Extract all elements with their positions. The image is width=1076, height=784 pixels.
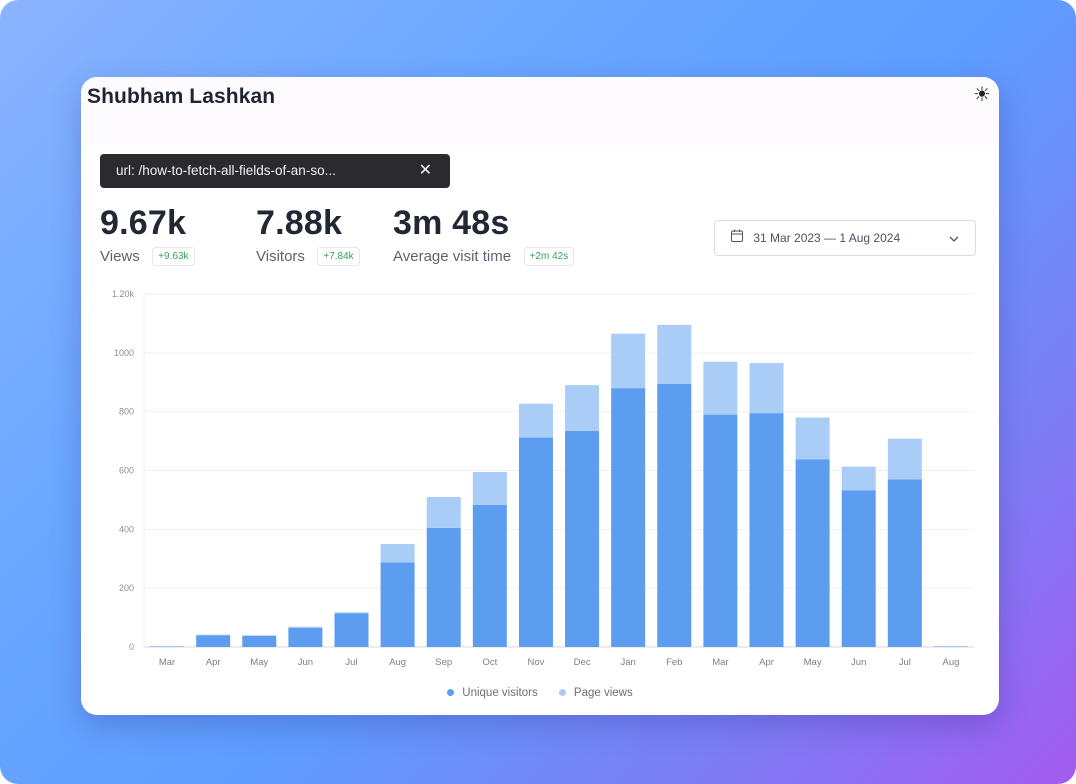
y-tick-label: 400 [119,524,134,534]
visitors-bar-chart: 0 200 400 600 800 1000 1.20k Mar Apr May Jun Jul Aug… [112,289,974,668]
bar-unique-visitors [795,459,830,647]
url-filter-chip[interactable]: url: /how-to-fetch-all-fields-of-an-so..… [100,154,450,188]
y-tick-label: 0 [129,642,134,652]
bar-unique-visitors [841,490,876,647]
bar-page-views [703,361,738,415]
bar-unique-visitors [426,527,461,647]
bar-page-views [749,363,784,414]
bar-unique-visitors [518,437,553,647]
x-tick-label: Apr [206,657,221,668]
legend-item-unique[interactable]: Unique visitors [447,687,538,699]
x-tick-label: Jun [298,657,313,668]
bar-unique-visitors [933,646,968,647]
stat-value: 9.67k [100,204,187,242]
stat-visitors: 7.88k Visitors +7.84k [256,203,360,266]
bar-unique-visitors [242,635,277,647]
bar-page-views [334,612,369,614]
bar-page-views [611,333,646,389]
x-tick-label: Feb [666,657,682,668]
calendar-icon [731,221,744,255]
y-tick-label: 800 [119,407,134,417]
chart-legend: Unique visitors Page views [81,687,999,699]
y-tick-label: 600 [119,466,134,476]
x-tick-label: Apr [759,657,774,668]
bar-page-views [242,635,277,636]
bar-unique-visitors [887,479,922,647]
x-tick-label: Dec [574,657,591,668]
stat-value: 3m 48s [393,204,510,242]
bar-page-views [887,438,922,480]
sun-icon[interactable]: ☀ [973,84,991,106]
stat-delta-badge: +2m 42s [523,247,575,266]
x-tick-label: Sep [435,657,452,668]
legend-label: Page views [573,687,633,699]
x-tick-label: May [250,657,268,668]
y-tick-label: 1.20k [112,289,135,299]
bar-page-views [518,403,553,438]
x-tick-label: Oct [482,657,497,668]
close-icon[interactable]: ✕ [418,162,432,179]
bar-page-views [380,544,415,563]
legend-item-views[interactable]: Page views [558,687,633,699]
bar-unique-visitors [150,646,185,647]
legend-dot [558,689,566,697]
stat-views: 9.67k Views +9.63k [100,203,195,266]
bar-unique-visitors [611,388,646,647]
bar-unique-visitors [334,613,369,647]
stat-value: 7.88k [256,204,343,242]
date-range-picker[interactable]: 31 Mar 2023 — 1 Aug 2024 [714,220,976,256]
bar-unique-visitors [472,504,507,647]
x-tick-label: Jan [621,657,636,668]
bar-unique-visitors [380,562,415,647]
y-tick-label: 200 [119,583,134,593]
y-tick-label: 1000 [114,348,134,358]
stat-label: Visitors [256,248,305,265]
stat-delta-badge: +9.63k [152,247,195,266]
bar-page-views [472,471,507,505]
x-tick-label: Jul [899,657,911,668]
bar-page-views [288,626,323,628]
chevron-down-icon [949,221,959,255]
bar-page-views [657,324,692,384]
bar-unique-visitors [657,383,692,647]
x-tick-label: Nov [527,657,544,668]
bar-unique-visitors [749,413,784,647]
stat-label: Average visit time [393,248,512,265]
x-tick-label: Mar [712,657,728,668]
bar-page-views [426,496,461,528]
bar-unique-visitors [196,635,231,647]
x-tick-label: Aug [389,657,406,668]
x-tick-label: Jun [851,657,866,668]
url-filter-label: url: /how-to-fetch-all-fields-of-an-so..… [116,163,336,178]
bar-page-views [795,417,830,460]
x-tick-label: May [804,657,822,668]
stat-delta-badge: +7.84k [317,247,360,266]
stat-label: Views [100,248,140,265]
bar-page-views [841,466,876,491]
legend-label: Unique visitors [462,687,538,699]
x-tick-label: Aug [942,657,959,668]
card-header [81,77,999,145]
bar-page-views [196,634,231,636]
legend-dot [447,689,455,697]
bar-unique-visitors [565,430,600,647]
x-tick-label: Jul [345,657,357,668]
bar-unique-visitors [703,414,738,647]
stat-avg-visit-time: 3m 48s Average visit time +2m 42s [393,203,575,266]
bar-page-views [565,385,600,431]
x-tick-label: Mar [159,657,175,668]
bar-unique-visitors [288,627,323,647]
analytics-card: Shubham Lashkan ☀ url: /how-to-fetch-all… [81,77,999,715]
date-range-label: 31 Mar 2023 — 1 Aug 2024 [753,231,901,245]
page-title: Shubham Lashkan [87,85,276,108]
